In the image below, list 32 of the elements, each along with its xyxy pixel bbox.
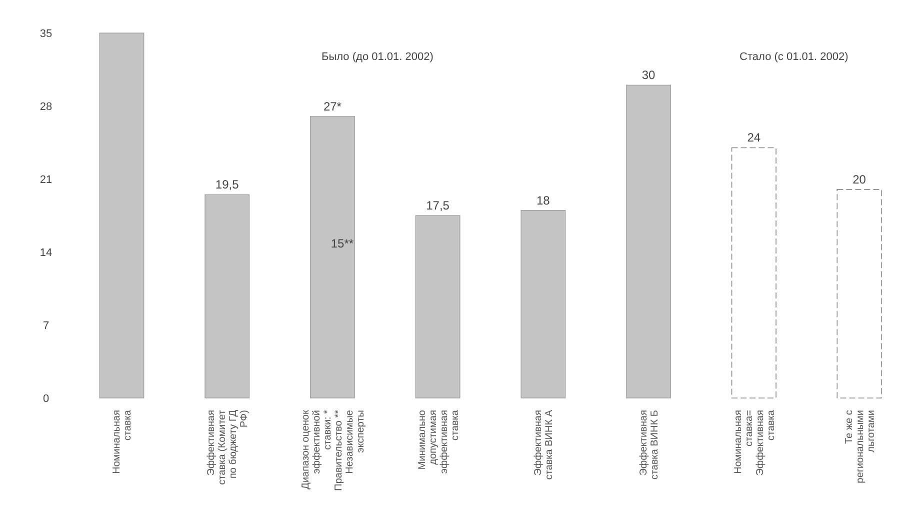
x-tick-label: Номинальная ставка= Эффективная ставка: [732, 410, 777, 476]
x-tick-label: Диапазон оценок эффективной ставки: * Правительство ** Независимые эксперты: [300, 409, 366, 491]
data-label: 19,5: [215, 178, 240, 192]
y-tick-label: 21: [40, 174, 52, 186]
y-tick-label: 0: [42, 392, 50, 405]
x-tick-label: Минимально допустимая эффективная ставка: [416, 410, 461, 474]
y-tick-label: 14: [40, 246, 52, 259]
data-label: 17,5: [426, 198, 450, 212]
data-label: 18: [536, 193, 550, 208]
bar: [99, 32, 144, 398]
annotation: Стало (с 01.01. 2002): [740, 51, 848, 63]
bar: [836, 189, 882, 398]
data-label: 27*: [323, 99, 342, 114]
data-label: 20: [852, 172, 866, 186]
x-tick-label: Эффективная ставка (Комитет по бюджету ГД РФ): [206, 410, 250, 485]
annotation: 15**: [330, 236, 354, 250]
y-tick-label: 7: [42, 320, 50, 332]
bar: [626, 84, 671, 398]
bar: [310, 116, 355, 398]
bar: [520, 210, 566, 398]
bar: [731, 147, 776, 398]
bar: [204, 194, 250, 398]
x-tick-label: Эффективная ставка ВИНК А: [533, 410, 556, 480]
y-tick-label: 35: [40, 28, 52, 40]
x-tick-label: Номинальная ставка: [112, 410, 134, 474]
y-tick-label: 28: [40, 100, 52, 113]
data-label: 24: [747, 130, 761, 145]
annotation: Было (до 01.01. 2002): [322, 51, 434, 63]
bar: [415, 215, 460, 398]
x-tick-label: Те же с региональными льготами: [844, 410, 877, 484]
data-label: 30: [642, 68, 656, 82]
x-tick-label: Эффективная ставка ВИНК Б: [638, 410, 661, 480]
